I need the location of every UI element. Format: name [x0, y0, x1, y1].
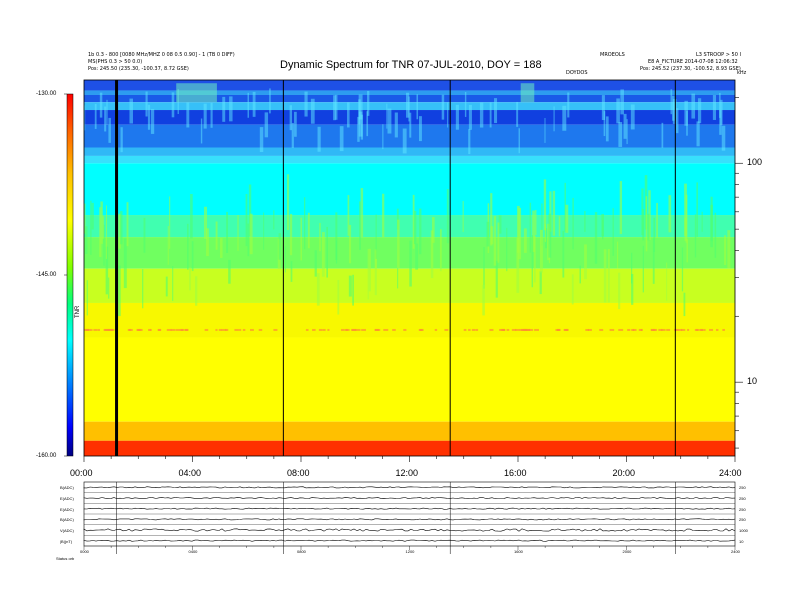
subpanel-value: 250 — [739, 485, 746, 491]
header-position-right: Pos: 245.52 (237.30, -100.52, 8.93 GSE) — [640, 66, 741, 72]
band-1 — [84, 90, 735, 95]
header-position-left: Pos: 245.50 (235.30, -100.37, 8.72 GSE) — [88, 66, 189, 72]
band-13 — [84, 337, 735, 422]
subpanel-label: V(ADC) — [60, 528, 74, 533]
band-15 — [84, 440, 735, 456]
spectrogram-texture — [84, 83, 731, 331]
band-0 — [84, 80, 735, 91]
subpanel-value: 250 — [739, 517, 746, 523]
housekeeping-panels — [83, 481, 736, 554]
subpanel-value: 1000 — [739, 528, 748, 533]
x-tick-label: 12:00 — [395, 468, 419, 478]
subpanel-value: 250 — [739, 506, 746, 512]
subpanel-x-tick-label: 0800 — [297, 549, 306, 554]
y-tick-label: 100 — [747, 157, 763, 168]
subpanel-trace-3 — [83, 518, 736, 521]
subpanel-label: B(ADC) — [60, 517, 74, 523]
subpanel-trace-5 — [83, 539, 736, 542]
header-info-line1: 1b 0.3 - 800 [0080 MHz/MHZ 0 08 0.5 0.90… — [88, 52, 235, 58]
subpanel-trace-1 — [83, 497, 736, 499]
y-axis-ticks — [735, 97, 743, 449]
subpanel-value: 250 — [739, 496, 746, 501]
x-tick-label: 16:00 — [504, 468, 527, 478]
header-center-small: DOYDOS — [566, 70, 588, 76]
header-info-right-line2: E8 A_FICTURE 2014-07-08 12:06:32 — [648, 59, 738, 65]
band-9 — [84, 215, 735, 238]
subpanel-trace-0 — [83, 486, 736, 489]
band-6 — [84, 147, 735, 156]
subpanel-x-tick-label: 0000 — [80, 549, 89, 554]
colorbar-tick-label: -145.00 — [36, 272, 57, 278]
x-tick-label: 20:00 — [612, 468, 636, 478]
header-info-right-b: L3 STROOP > 50 I — [696, 52, 741, 58]
subpanel-label: E(ADC) — [60, 496, 74, 501]
x-tick-label: 00:00 — [70, 468, 93, 478]
subpanel-x-tick-label: 0400 — [188, 549, 198, 554]
colorbar-tick-label: -130.00 — [36, 91, 57, 97]
subpanel-x-tick-label: 1200 — [405, 549, 415, 554]
subpanel-value: 10 — [739, 538, 744, 544]
subpanel-label: E(ADC) — [60, 506, 74, 512]
subpanel-trace-4 — [83, 528, 736, 532]
header-info-line2: MS(PHS 0.3 > 50 0.0) — [88, 59, 143, 65]
y-tick-label: 10 — [747, 376, 758, 387]
time-markers — [115, 80, 676, 456]
subpanel-footer: Status orb — [56, 556, 75, 561]
subpanel-trace-2 — [83, 507, 736, 510]
subpanel-label: |B|(nT) — [60, 538, 73, 544]
subpanel-x-tick-label: 1600 — [514, 549, 523, 554]
chart-title: Dynamic Spectrum for TNR 07-JUL-2010, DO… — [280, 59, 542, 71]
subpanel-x-tick-label: 2000 — [622, 549, 632, 554]
subpanel-x-tick-label: 2400 — [731, 549, 740, 554]
x-tick-label: 04:00 — [178, 468, 202, 478]
colorbar-ticks — [64, 93, 67, 457]
x-axis-ticks — [83, 456, 736, 462]
header-info-right-a: MROEOLS — [600, 52, 625, 58]
header-corner-unit: kHz — [737, 70, 747, 76]
colorbar-tick-label: -160.00 — [36, 453, 57, 459]
band-8 — [84, 163, 735, 216]
x-tick-label: 08:00 — [287, 468, 310, 478]
colorbar — [66, 93, 74, 457]
x-tick-label: 24:00 — [719, 468, 742, 478]
colorbar-label: TNR — [75, 305, 81, 318]
band-7 — [84, 155, 735, 164]
band-14 — [84, 421, 735, 441]
subpanel-label: B(ADC) — [60, 485, 74, 491]
band-12 — [84, 302, 735, 338]
